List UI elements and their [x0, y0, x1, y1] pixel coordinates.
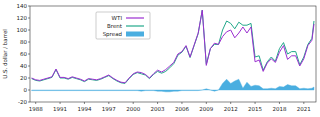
- y-tick: [28, 54, 30, 55]
- x-tick-label: 1997: [102, 106, 116, 112]
- chart: -20 0 20 40 60 80 100 120 140 1988 1991 1994 1997 200…: [0, 0, 320, 117]
- y-tick: [28, 18, 30, 19]
- x-tick-label: 2012: [224, 106, 238, 112]
- y-tick: [28, 78, 30, 79]
- legend-label: Spread: [103, 31, 122, 38]
- x-tick: [230, 102, 231, 104]
- x-tick: [108, 102, 109, 104]
- x-tick: [206, 102, 207, 104]
- legend-box: [96, 12, 150, 39]
- x-tick-label: 1988: [29, 106, 43, 112]
- x-tick: [84, 102, 85, 104]
- plot-frame: [30, 6, 316, 102]
- series-line: [32, 10, 314, 83]
- y-tick: [28, 102, 30, 103]
- spread-area: [32, 79, 314, 92]
- legend-swatch: [126, 25, 144, 26]
- x-tick-label: 2018: [272, 106, 286, 112]
- x-tick: [255, 102, 256, 104]
- y-tick-label: 20: [20, 75, 27, 81]
- legend-swatch: [126, 32, 144, 37]
- legend-swatch: [126, 17, 144, 18]
- y-tick-label: 120: [17, 15, 28, 21]
- x-tick-label: 2021: [297, 106, 311, 112]
- x-tick: [303, 102, 304, 104]
- legend: WTI Brent Spread: [96, 12, 150, 39]
- plot-area: [32, 10, 314, 92]
- y-tick-label: -20: [18, 99, 27, 105]
- x-tick: [181, 102, 182, 104]
- x-tick: [60, 102, 61, 104]
- x-tick-label: 2006: [175, 106, 189, 112]
- y-tick: [28, 66, 30, 67]
- y-tick: [28, 6, 30, 7]
- y-tick: [28, 90, 30, 91]
- x-tick: [133, 102, 134, 104]
- x-tick-label: 1991: [53, 106, 67, 112]
- x-tick: [157, 102, 158, 104]
- y-tick-label: 100: [17, 27, 28, 33]
- y-tick: [28, 30, 30, 31]
- x-tick-label: 2000: [126, 106, 140, 112]
- x-tick-label: 2009: [199, 106, 213, 112]
- y-tick: [28, 42, 30, 43]
- x-tick-label: 2015: [248, 106, 262, 112]
- x-tick-label: 1994: [77, 106, 91, 112]
- legend-label: Brent: [107, 23, 123, 29]
- legend-label: WTI: [112, 15, 123, 21]
- y-tick-label: 140: [17, 3, 28, 9]
- x-tick: [35, 102, 36, 104]
- x-tick: [279, 102, 280, 104]
- y-tick-label: 80: [20, 39, 27, 45]
- y-tick-label: 60: [20, 51, 27, 57]
- x-tick-label: 2003: [151, 106, 165, 112]
- y-tick-label: 0: [24, 87, 28, 93]
- series-line: [32, 10, 314, 83]
- y-tick-label: 40: [20, 63, 27, 69]
- y-axis-label: U.S. dollar / barrel: [2, 29, 8, 79]
